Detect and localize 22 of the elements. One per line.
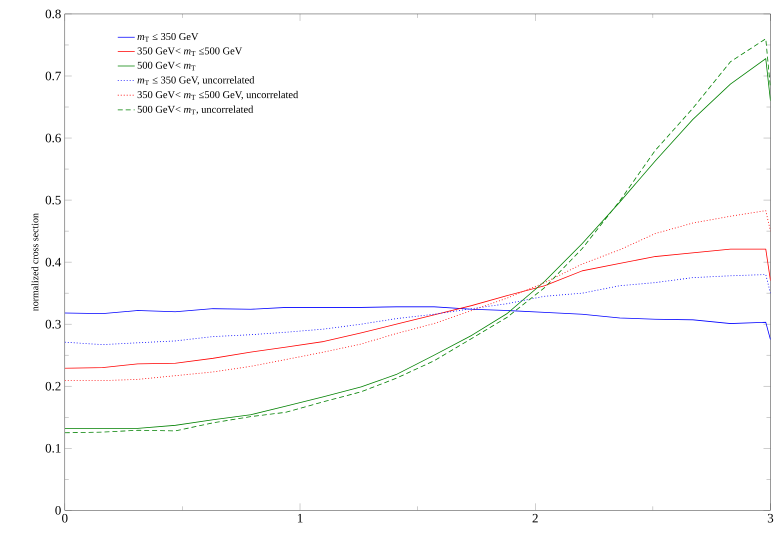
y-tick-label: 0 [55, 506, 61, 515]
legend-label: 500 GeV< m$_{T}$, uncorrelated [138, 105, 254, 114]
y-tick-label: 0.6 [46, 134, 61, 142]
y-tick-label: 0.2 [46, 382, 61, 390]
legend-label: 350 GeV< m$_{T}$ ≤500 GeV, uncorrelated [138, 90, 298, 100]
y-tick-label: 0.3 [46, 320, 61, 328]
x-tick-label: 3 [768, 514, 774, 522]
y-tick-label: 0.5 [46, 196, 61, 204]
legend-label: 350 GeV< m$_{T}$ ≤500 GeV [138, 47, 242, 56]
y-tick-label: 0.4 [46, 258, 62, 266]
line-series [64, 210, 770, 381]
legend-label: m$_{T}$ ≤ 350 GeV [137, 32, 198, 42]
y-tick-label: 0.8 [46, 9, 61, 18]
y-tick-label: 0.1 [46, 444, 61, 453]
x-tick-label: 0 [62, 514, 68, 522]
line-series [64, 274, 770, 345]
x-tick-label: 2 [532, 514, 538, 522]
y-tick-label: 0.7 [46, 72, 61, 80]
legend-label: 500 GeV< m$_{T}$ [138, 62, 196, 70]
x-tick-label: 1 [298, 514, 302, 522]
y-axis-title: normalized cross section [31, 213, 38, 311]
legend-label: m$_{T}$ ≤ 350 GeV, uncorrelated [137, 76, 254, 85]
